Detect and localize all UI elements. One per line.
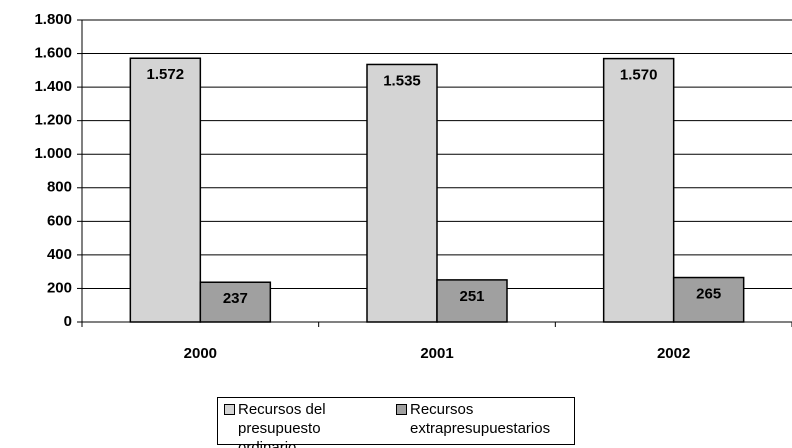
data-label: 1.572 — [147, 66, 185, 83]
y-tick-label: 1.400 — [34, 78, 72, 95]
bar — [199, 281, 272, 323]
y-tick-label: 400 — [47, 246, 72, 263]
y-tick-label: 1.200 — [34, 112, 72, 129]
legend-item: Recursos extrapresupuestarios — [396, 400, 568, 442]
legend-label: Recursos del presupuesto ordinario — [238, 401, 326, 448]
data-label: 1.570 — [620, 67, 658, 84]
y-tick-label: 800 — [47, 179, 72, 196]
y-tick-label: 1.800 — [34, 11, 72, 28]
y-tick-label: 600 — [47, 212, 72, 229]
legend-swatch — [224, 404, 235, 415]
bar — [436, 279, 508, 323]
bar — [129, 57, 202, 323]
x-tick-label: 2001 — [420, 345, 453, 362]
x-tick-label: 2000 — [184, 345, 217, 362]
y-tick-label: 1.000 — [34, 145, 72, 162]
y-tick-label: 200 — [47, 279, 72, 296]
legend: Recursos del presupuesto ordinario Recurs… — [217, 397, 575, 448]
legend-swatch — [396, 404, 407, 415]
y-tick-label: 1.600 — [34, 45, 72, 62]
bar — [672, 276, 745, 323]
legend-label: Recursos extrapresupuestarios — [410, 401, 551, 437]
data-label: 237 — [223, 290, 248, 307]
data-label: 1.535 — [383, 72, 421, 89]
bar — [602, 57, 675, 323]
data-label: 251 — [459, 288, 484, 305]
legend-item: Recursos del presupuesto ordinario — [224, 400, 396, 448]
y-tick-label: 0 — [64, 313, 72, 330]
bar — [366, 63, 438, 323]
x-tick-label: 2002 — [657, 345, 690, 362]
data-label: 265 — [696, 286, 721, 303]
